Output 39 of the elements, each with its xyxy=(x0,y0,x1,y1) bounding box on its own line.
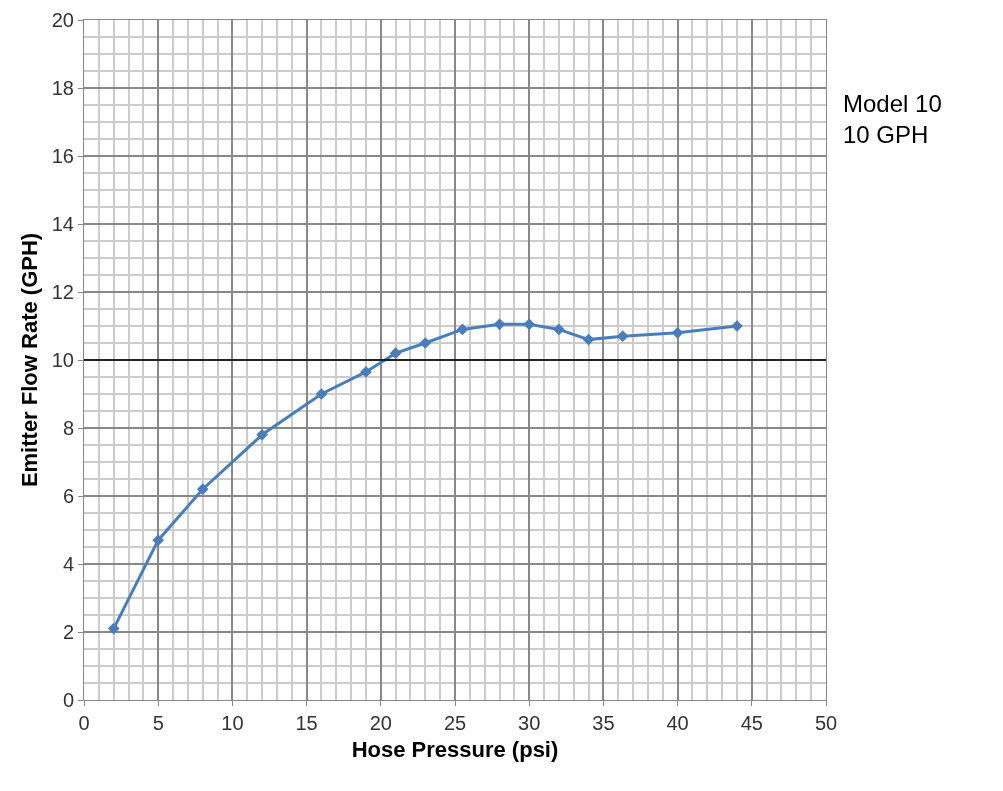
point xyxy=(493,318,506,331)
point xyxy=(389,347,402,360)
x-tick-label: 40 xyxy=(666,712,689,734)
point xyxy=(256,428,268,441)
y-tick-label: 4 xyxy=(62,553,74,575)
x-tick-label: 10 xyxy=(221,712,244,734)
y-tick-label: 12 xyxy=(51,281,74,303)
point xyxy=(582,333,595,346)
x-tick-label: 45 xyxy=(740,712,763,734)
y-tick-label: 0 xyxy=(62,689,74,711)
x-tick-label: 50 xyxy=(814,712,838,734)
x-tick-label: 20 xyxy=(369,712,392,734)
y-axis-title: Emitter Flow Rate (GPH) xyxy=(16,232,42,488)
point xyxy=(419,337,432,349)
text: Model 10 10 GPH xyxy=(843,90,942,149)
point xyxy=(152,534,165,547)
point xyxy=(553,323,565,336)
point xyxy=(523,318,536,331)
x-tick-label: 15 xyxy=(295,712,318,734)
x-tick-label: 35 xyxy=(592,712,615,734)
y-tick-label: 6 xyxy=(62,485,74,507)
y-tick-label: 18 xyxy=(51,77,74,99)
point xyxy=(196,483,209,496)
x-tick-label: 30 xyxy=(518,712,541,734)
x-axis-title: Hose Pressure (psi) xyxy=(351,736,559,762)
y-tick-label: 8 xyxy=(62,417,74,439)
y-tick-label: 14 xyxy=(51,213,74,235)
y-tick-label: 10 xyxy=(51,349,74,371)
point xyxy=(107,622,120,635)
y-tick-label: 20 xyxy=(51,9,74,31)
x-tick-label: 25 xyxy=(443,712,467,734)
point xyxy=(456,323,469,336)
x-tick-label: 0 xyxy=(78,712,90,734)
y-tick-label: 16 xyxy=(51,145,74,167)
point xyxy=(616,330,629,343)
point xyxy=(315,388,328,400)
x-tick-label: 5 xyxy=(152,712,164,734)
point xyxy=(671,326,684,339)
y-tick-label: 2 xyxy=(62,621,74,643)
